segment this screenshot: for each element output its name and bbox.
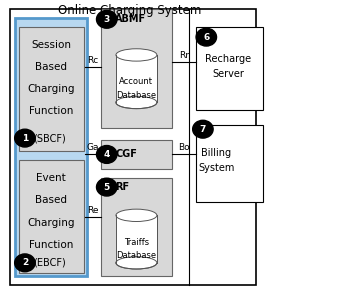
Text: Rr: Rr bbox=[179, 51, 189, 60]
Text: Server: Server bbox=[212, 69, 244, 79]
Bar bbox=[116, 215, 157, 263]
Bar bbox=[101, 140, 172, 169]
Text: Event: Event bbox=[36, 173, 66, 183]
Circle shape bbox=[196, 28, 217, 46]
Text: 5: 5 bbox=[104, 183, 110, 192]
Text: 1: 1 bbox=[22, 134, 28, 143]
Text: 7: 7 bbox=[200, 125, 206, 134]
Circle shape bbox=[15, 254, 35, 272]
Bar bbox=[101, 9, 172, 128]
Text: Account: Account bbox=[119, 77, 153, 86]
Circle shape bbox=[97, 146, 117, 163]
Bar bbox=[116, 55, 157, 102]
Text: Recharge: Recharge bbox=[205, 54, 252, 64]
Text: CGF: CGF bbox=[115, 149, 137, 159]
Bar bbox=[19, 27, 84, 151]
Text: Charging: Charging bbox=[27, 84, 75, 94]
Text: Function: Function bbox=[29, 106, 73, 116]
Text: Based: Based bbox=[35, 195, 67, 206]
Text: Billing: Billing bbox=[202, 148, 232, 158]
Text: System: System bbox=[198, 163, 235, 173]
Ellipse shape bbox=[116, 96, 157, 109]
Text: (SBCF): (SBCF) bbox=[33, 133, 66, 143]
Text: 4: 4 bbox=[104, 150, 110, 159]
Bar bbox=[101, 178, 172, 276]
Text: ABMF: ABMF bbox=[115, 14, 146, 24]
Bar bbox=[15, 18, 87, 276]
Bar bbox=[19, 160, 84, 273]
Text: Function: Function bbox=[29, 240, 73, 250]
Ellipse shape bbox=[116, 209, 157, 222]
Text: Based: Based bbox=[35, 62, 67, 72]
Text: 6: 6 bbox=[203, 33, 209, 42]
Circle shape bbox=[193, 120, 213, 138]
Text: Session: Session bbox=[31, 40, 71, 50]
Circle shape bbox=[15, 129, 35, 147]
Text: Charging: Charging bbox=[27, 218, 75, 228]
Text: 3: 3 bbox=[104, 15, 110, 24]
Text: (EBCF): (EBCF) bbox=[33, 258, 66, 268]
Bar bbox=[196, 125, 263, 202]
Bar bbox=[10, 9, 256, 285]
Bar bbox=[196, 27, 263, 110]
Text: Database: Database bbox=[116, 91, 157, 99]
Text: Database: Database bbox=[116, 251, 157, 260]
Text: Rc: Rc bbox=[87, 56, 98, 65]
Circle shape bbox=[97, 10, 117, 28]
Text: Ga: Ga bbox=[86, 143, 99, 152]
Bar bbox=[116, 215, 157, 263]
Bar bbox=[116, 55, 157, 102]
Text: Bo: Bo bbox=[178, 143, 190, 152]
Text: RF: RF bbox=[115, 182, 129, 192]
Text: Traiffs: Traiffs bbox=[124, 238, 149, 247]
Text: Re: Re bbox=[87, 206, 98, 215]
Text: Online Charging System: Online Charging System bbox=[58, 4, 201, 17]
Ellipse shape bbox=[116, 257, 157, 269]
Text: 2: 2 bbox=[22, 258, 28, 267]
Ellipse shape bbox=[116, 49, 157, 61]
Circle shape bbox=[97, 178, 117, 196]
